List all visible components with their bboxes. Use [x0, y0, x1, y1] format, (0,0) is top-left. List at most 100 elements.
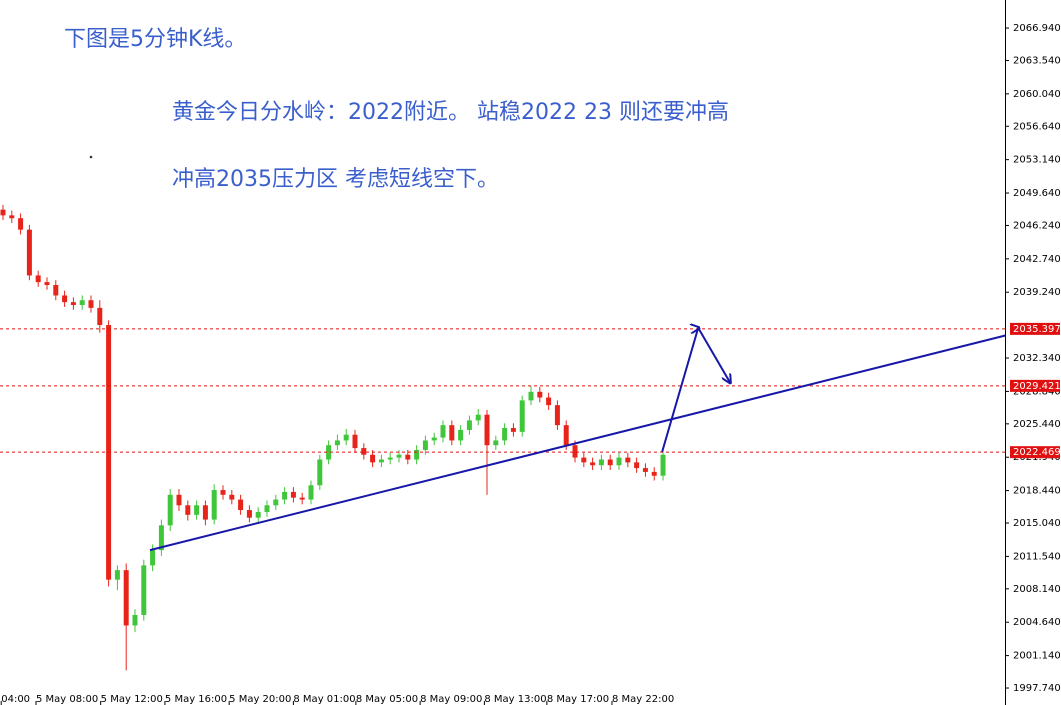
candle-body [440, 425, 446, 438]
candle-body [387, 457, 393, 460]
y-tick-label: 2004.640 [1013, 617, 1061, 628]
candle-body [484, 414, 490, 446]
x-tick-label: 8 May 01:00 [293, 694, 355, 705]
y-tick-label: 2015.040 [1013, 518, 1061, 529]
candle-body [97, 307, 103, 326]
candle-body [0, 209, 6, 216]
x-tick-label: 8 May 09:00 [420, 694, 482, 705]
candle-body [528, 391, 534, 401]
candle-body [202, 505, 208, 520]
candle-body [176, 494, 182, 506]
candle-body [26, 229, 32, 276]
y-tick-label: 2008.140 [1013, 584, 1061, 595]
y-tick-label: 2053.140 [1013, 155, 1061, 166]
candle-body [396, 454, 402, 458]
x-tick-label: 5 May 20:00 [229, 694, 291, 705]
candle-body [317, 459, 323, 486]
candle-body [502, 428, 508, 441]
candle-body [123, 570, 129, 626]
candle-body [238, 499, 244, 511]
price-label: 2035.397 [1013, 324, 1061, 335]
candle-body [18, 218, 24, 230]
candle-body [167, 494, 173, 526]
candle-body [308, 485, 314, 500]
candle-body [431, 437, 437, 441]
candle-body [449, 425, 455, 441]
annotation: 下图是5分钟K线。 [64, 27, 246, 52]
y-tick-label: 2025.440 [1013, 419, 1061, 430]
candle-body [405, 454, 411, 460]
candle-body [62, 295, 68, 303]
y-tick-label: 2039.240 [1013, 287, 1061, 298]
candle-body [220, 490, 226, 495]
x-tick-label: 8 May 17:00 [547, 694, 609, 705]
candle-body [326, 445, 332, 460]
candle-body [598, 459, 604, 466]
candle-body [510, 428, 516, 432]
candle-body [616, 457, 622, 466]
candle-body [255, 511, 261, 518]
x-tick-label: 5 May 08:00 [36, 694, 98, 705]
candle-body [158, 525, 164, 551]
candle-body [150, 550, 156, 566]
candle-body [70, 302, 76, 306]
candle-body [563, 425, 569, 446]
y-tick-label: 2028.840 [1013, 386, 1061, 397]
candle-body [211, 490, 217, 520]
candle-body [290, 491, 296, 498]
candle-body [246, 510, 252, 518]
annotation: 冲高2035压力区 考虑短线空下。 [172, 167, 499, 192]
y-tick-label: 2056.640 [1013, 121, 1061, 132]
candle-body [590, 462, 596, 466]
y-tick-label: 2032.340 [1013, 353, 1061, 364]
candle-body [414, 449, 420, 460]
candle-body [572, 445, 578, 458]
candle-body [370, 454, 376, 463]
price-label-box [1010, 446, 1060, 459]
y-tick-label: 2066.940 [1013, 23, 1061, 34]
y-tick-label: 2001.140 [1013, 651, 1061, 662]
candle-body [660, 454, 666, 476]
candle-body [546, 397, 552, 406]
candle-body [651, 471, 657, 476]
candle-body [334, 440, 340, 446]
candle-body [537, 391, 543, 398]
x-tick-label: 8 May 05:00 [356, 694, 418, 705]
candle-body [581, 457, 587, 463]
arrow [661, 328, 730, 453]
candle-body [466, 420, 472, 430]
candle-body [132, 614, 138, 626]
price-label-box [1010, 379, 1060, 392]
candle-body [493, 440, 499, 446]
annotation: 黄金今日分水岭：2022附近。 站稳2022 23 则还要冲高 [172, 100, 729, 125]
y-tick-label: 2011.540 [1013, 551, 1061, 562]
candle-body [519, 400, 525, 432]
candle-body [229, 494, 235, 500]
candle-body [282, 491, 288, 500]
candle-body [194, 505, 200, 515]
candle-body [625, 457, 631, 463]
x-tick-label: 8 May 13:00 [484, 694, 546, 705]
x-tick-label: 5 May 16:00 [165, 694, 227, 705]
x-tick-label: 04:00 [1, 694, 30, 705]
y-tick-label: 2046.240 [1013, 220, 1061, 231]
candle-body [352, 434, 358, 449]
candle-body [475, 414, 481, 421]
candle-body [264, 505, 270, 512]
x-tick-label: 8 May 22:00 [612, 694, 674, 705]
candle-body [361, 448, 367, 455]
y-tick-label: 2018.440 [1013, 486, 1061, 497]
y-tick-label: 2042.740 [1013, 254, 1061, 265]
candle-body [141, 565, 147, 615]
y-tick-label: 2049.640 [1013, 188, 1061, 199]
y-tick-label: 2063.540 [1013, 55, 1061, 66]
candle-body [458, 429, 464, 441]
candle-body [554, 405, 560, 426]
candle-body [185, 505, 191, 515]
candle-body [273, 499, 279, 506]
candle-body [53, 284, 59, 296]
x-tick-label: 5 May 12:00 [101, 694, 163, 705]
price-label: 2029.421 [1013, 381, 1061, 392]
